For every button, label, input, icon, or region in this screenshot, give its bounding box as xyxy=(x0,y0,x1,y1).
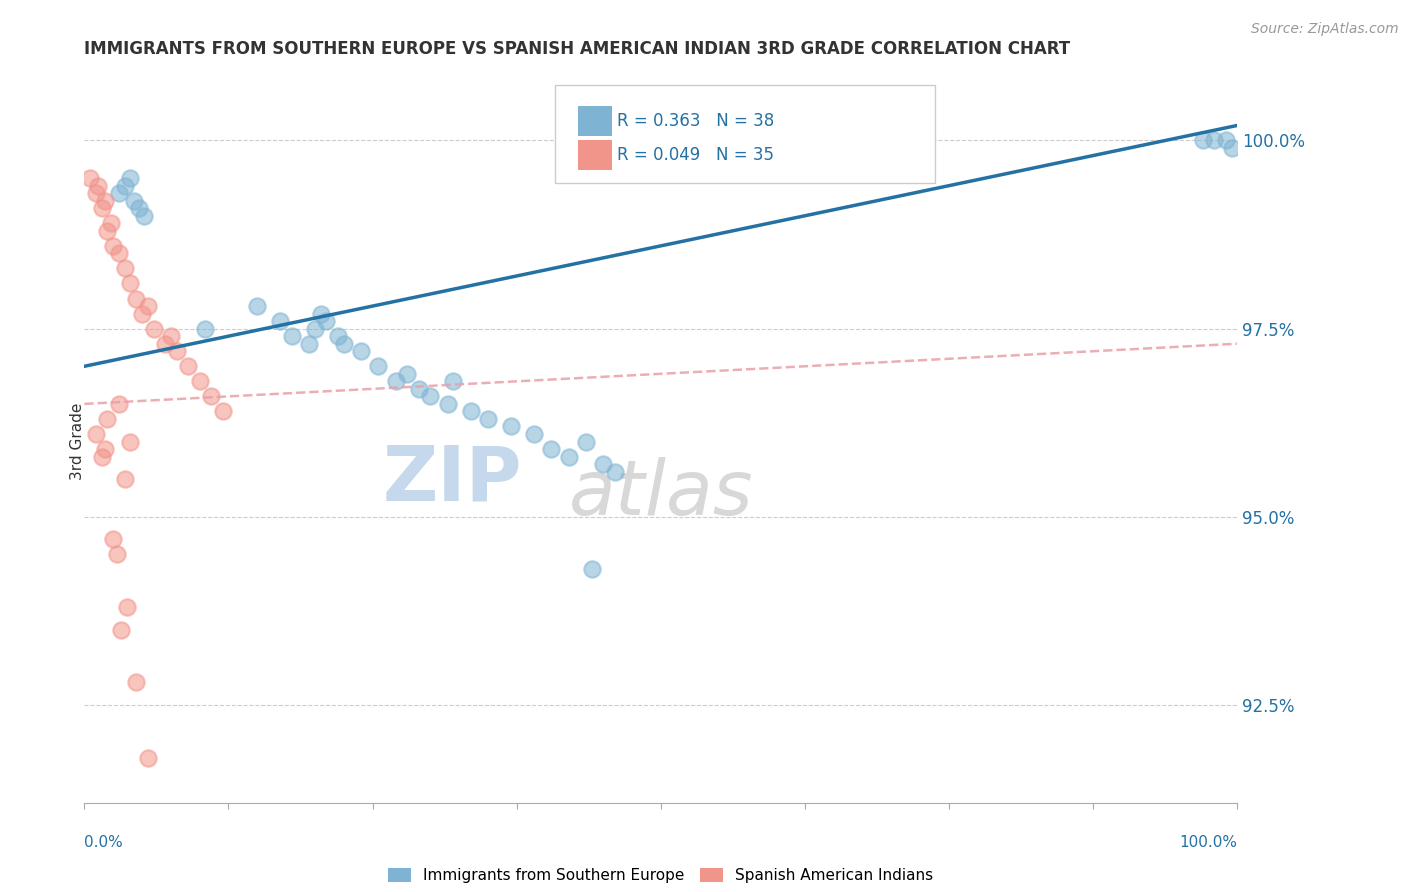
Text: R = 0.363   N = 38: R = 0.363 N = 38 xyxy=(617,112,775,130)
Text: atlas: atlas xyxy=(568,458,754,532)
Point xyxy=(115,600,138,615)
Point xyxy=(90,201,112,215)
Point xyxy=(131,307,153,321)
Point xyxy=(160,329,183,343)
Point xyxy=(103,533,124,547)
Point xyxy=(114,261,136,276)
Point xyxy=(1220,141,1243,155)
Point xyxy=(269,314,291,328)
Point xyxy=(523,427,546,442)
Point xyxy=(384,374,406,388)
Point xyxy=(1191,133,1213,147)
Point xyxy=(441,374,464,388)
Point xyxy=(309,307,332,321)
Point xyxy=(134,209,156,223)
Point xyxy=(100,216,122,230)
Point xyxy=(350,344,373,359)
Point xyxy=(122,194,145,208)
Point xyxy=(460,404,482,418)
Point xyxy=(592,457,614,471)
Point xyxy=(110,623,132,637)
Legend: Immigrants from Southern Europe, Spanish American Indians: Immigrants from Southern Europe, Spanish… xyxy=(382,862,939,889)
Point xyxy=(304,321,326,335)
Point xyxy=(114,178,136,193)
Point xyxy=(315,314,337,328)
Point xyxy=(84,427,107,442)
Point xyxy=(108,246,131,260)
Point xyxy=(557,450,579,464)
Point xyxy=(419,389,441,403)
Point xyxy=(96,224,118,238)
Point xyxy=(120,277,142,291)
Point xyxy=(136,299,159,313)
Text: ZIP: ZIP xyxy=(382,442,523,516)
Point xyxy=(108,186,131,201)
Point xyxy=(396,367,419,381)
Point xyxy=(408,382,430,396)
Y-axis label: 3rd Grade: 3rd Grade xyxy=(70,403,84,480)
Text: 100.0%: 100.0% xyxy=(1180,836,1237,850)
Point xyxy=(246,299,269,313)
Point xyxy=(575,434,598,449)
Point xyxy=(1215,133,1237,147)
Point xyxy=(1204,133,1226,147)
Point xyxy=(114,472,136,486)
Point xyxy=(105,548,128,562)
Point xyxy=(120,434,142,449)
Point xyxy=(79,171,101,186)
Point xyxy=(188,374,211,388)
Point xyxy=(211,404,233,418)
Point xyxy=(298,336,321,351)
Point xyxy=(84,186,107,201)
Point xyxy=(367,359,389,374)
Point xyxy=(153,336,176,351)
Point xyxy=(436,397,458,411)
Point xyxy=(281,329,304,343)
Point xyxy=(540,442,562,456)
Text: R = 0.049   N = 35: R = 0.049 N = 35 xyxy=(617,146,775,164)
Text: 0.0%: 0.0% xyxy=(84,836,124,850)
Point xyxy=(90,450,112,464)
Point xyxy=(603,465,626,479)
Point xyxy=(477,412,499,426)
Point xyxy=(194,321,217,335)
Point xyxy=(142,321,165,335)
Point xyxy=(200,389,222,403)
Text: Source: ZipAtlas.com: Source: ZipAtlas.com xyxy=(1251,22,1399,37)
Text: IMMIGRANTS FROM SOUTHERN EUROPE VS SPANISH AMERICAN INDIAN 3RD GRADE CORRELATION: IMMIGRANTS FROM SOUTHERN EUROPE VS SPANI… xyxy=(84,40,1070,58)
Point xyxy=(87,178,110,193)
Point xyxy=(125,292,148,306)
Point xyxy=(177,359,200,374)
Point xyxy=(120,171,142,186)
Point xyxy=(326,329,349,343)
Point xyxy=(128,201,150,215)
Point xyxy=(136,750,159,764)
Point xyxy=(125,675,148,690)
Point xyxy=(96,412,118,426)
Point xyxy=(166,344,188,359)
Point xyxy=(333,336,356,351)
Point xyxy=(499,419,522,434)
Point xyxy=(108,397,131,411)
Point xyxy=(581,562,603,576)
Point xyxy=(103,239,124,253)
Point xyxy=(94,442,117,456)
Point xyxy=(94,194,117,208)
